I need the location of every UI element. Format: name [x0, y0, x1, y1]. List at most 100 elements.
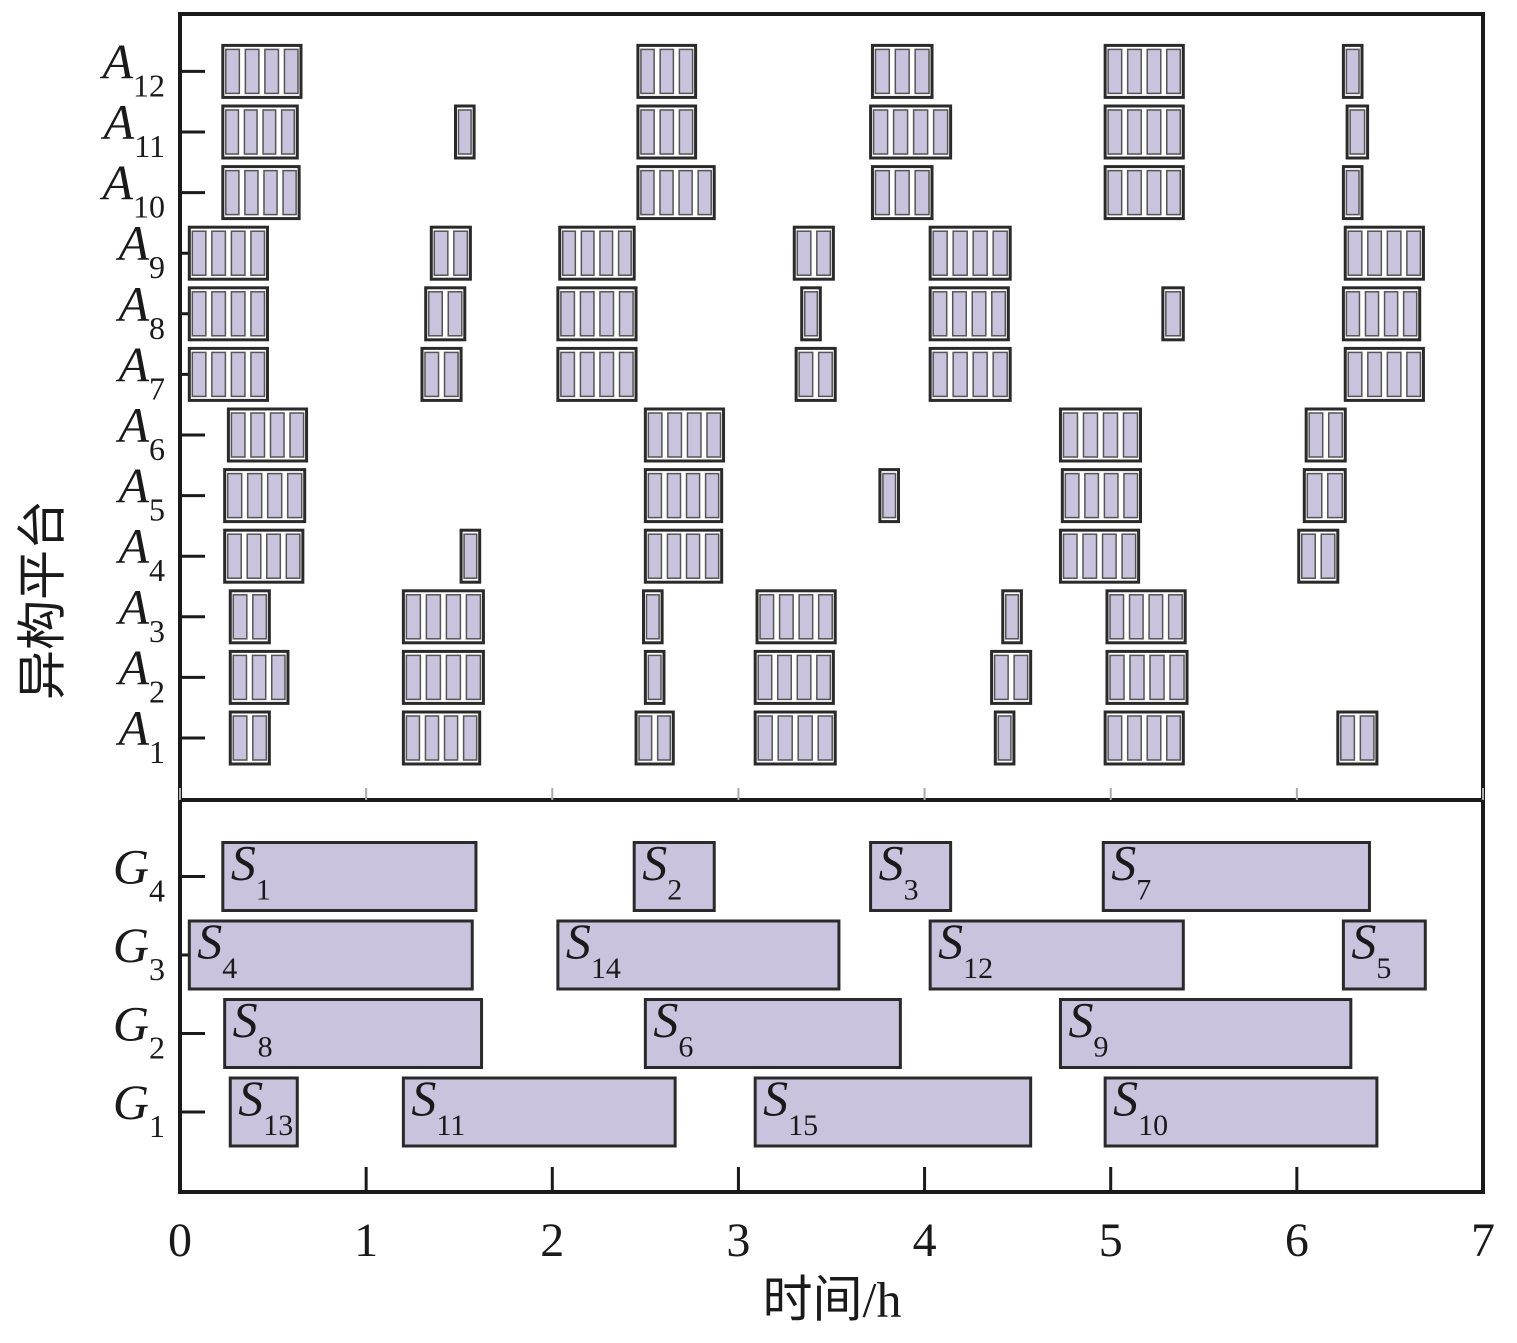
label-letter: G	[113, 917, 149, 973]
block-cell	[1082, 412, 1099, 458]
block-cell	[647, 472, 663, 519]
block-cell	[796, 230, 812, 276]
block-cell	[289, 412, 305, 458]
block-cell	[618, 291, 634, 337]
block-cell	[252, 594, 268, 640]
block-cell	[250, 291, 266, 337]
block-cell	[225, 109, 240, 155]
x-tick-label: 0	[168, 1214, 192, 1267]
task-letter: S	[763, 1070, 788, 1126]
block-cell	[427, 291, 444, 337]
task-bar	[187, 919, 474, 991]
block-cell	[667, 412, 683, 458]
label-index: 1	[149, 1108, 165, 1144]
task-bar	[869, 841, 953, 912]
block-cell	[803, 291, 819, 337]
block-cell	[997, 715, 1012, 761]
task-label: S7	[1111, 835, 1151, 906]
block-cell	[405, 654, 422, 701]
y-tick-label: A3	[115, 579, 165, 649]
block-cell	[211, 291, 227, 337]
block-cell	[425, 594, 442, 640]
block-cell	[817, 594, 833, 640]
label-index: 10	[133, 189, 165, 225]
block-cell	[882, 472, 897, 519]
block-cell	[647, 412, 663, 458]
y-tick-label: G3	[113, 917, 165, 987]
block-cell	[250, 351, 266, 398]
block-cell	[1109, 654, 1125, 701]
task-label: S1	[231, 835, 271, 906]
label-index: 12	[133, 68, 165, 104]
y-tick-label: A9	[115, 216, 165, 286]
block-cell	[1109, 594, 1125, 640]
block-cell	[697, 169, 712, 216]
block-cell	[1126, 715, 1142, 761]
task-index: 2	[667, 873, 682, 906]
block-cell	[463, 533, 478, 579]
label-index: 11	[134, 128, 165, 164]
block-cell	[599, 351, 615, 398]
task-bar	[1058, 998, 1353, 1069]
label-letter: A	[115, 216, 149, 272]
block-cell	[252, 715, 268, 761]
y-tick-label: A1	[115, 700, 165, 770]
block-cell	[191, 351, 207, 398]
task-letter: S	[938, 913, 963, 969]
task-bar	[753, 1076, 1033, 1148]
block-cell	[1383, 291, 1399, 337]
block-cell	[993, 654, 1009, 701]
block-cell	[462, 715, 478, 761]
task-label: S3	[879, 835, 919, 906]
task-label: S14	[566, 913, 621, 984]
block-cell	[776, 654, 793, 701]
block-cell	[991, 291, 1007, 337]
block-cell	[445, 594, 462, 640]
block-cell	[230, 230, 246, 276]
block-cell	[1347, 351, 1363, 398]
task-index: 13	[263, 1109, 293, 1142]
block-cell	[659, 109, 675, 155]
block-cell	[230, 291, 246, 337]
block-cell	[972, 351, 988, 398]
block-cell	[560, 291, 576, 337]
y-tick-label: A8	[115, 276, 165, 346]
y-tick-label: A2	[115, 640, 165, 710]
block-cell	[191, 230, 207, 276]
block-cell	[1345, 169, 1360, 216]
block-cell	[817, 715, 833, 761]
block-cell	[1005, 594, 1020, 640]
label-letter: A	[115, 397, 149, 453]
block-cell	[914, 48, 930, 95]
block-cell	[232, 654, 248, 701]
block-cell	[797, 715, 813, 761]
block-cell	[191, 291, 207, 337]
block-cell	[757, 715, 773, 761]
block-cell	[1129, 654, 1145, 701]
block-cell	[280, 109, 296, 155]
block-cell	[1122, 412, 1139, 458]
task-bar	[221, 841, 478, 912]
task-bar	[556, 919, 841, 991]
x-tick-label: 2	[540, 1214, 564, 1267]
block-cell	[1364, 291, 1380, 337]
label-index: 8	[149, 310, 165, 346]
block-cell	[1126, 109, 1142, 155]
x-tick-label: 5	[1099, 1214, 1123, 1267]
block-cell	[230, 412, 246, 458]
task-letter: S	[1111, 835, 1136, 891]
task-label: S11	[411, 1070, 465, 1141]
block-cell	[232, 594, 248, 640]
task-letter: S	[233, 992, 258, 1048]
block-cell	[465, 654, 482, 701]
block-cell	[262, 109, 277, 155]
block-cell	[1166, 48, 1182, 95]
block-cell	[599, 291, 615, 337]
block-cell	[1082, 533, 1098, 579]
block-cell	[226, 472, 243, 519]
block-cell	[1167, 594, 1183, 640]
task-bar	[632, 841, 716, 912]
block-cell	[874, 169, 891, 216]
block-cell	[1128, 594, 1144, 640]
x-tick-label: 3	[726, 1214, 750, 1267]
